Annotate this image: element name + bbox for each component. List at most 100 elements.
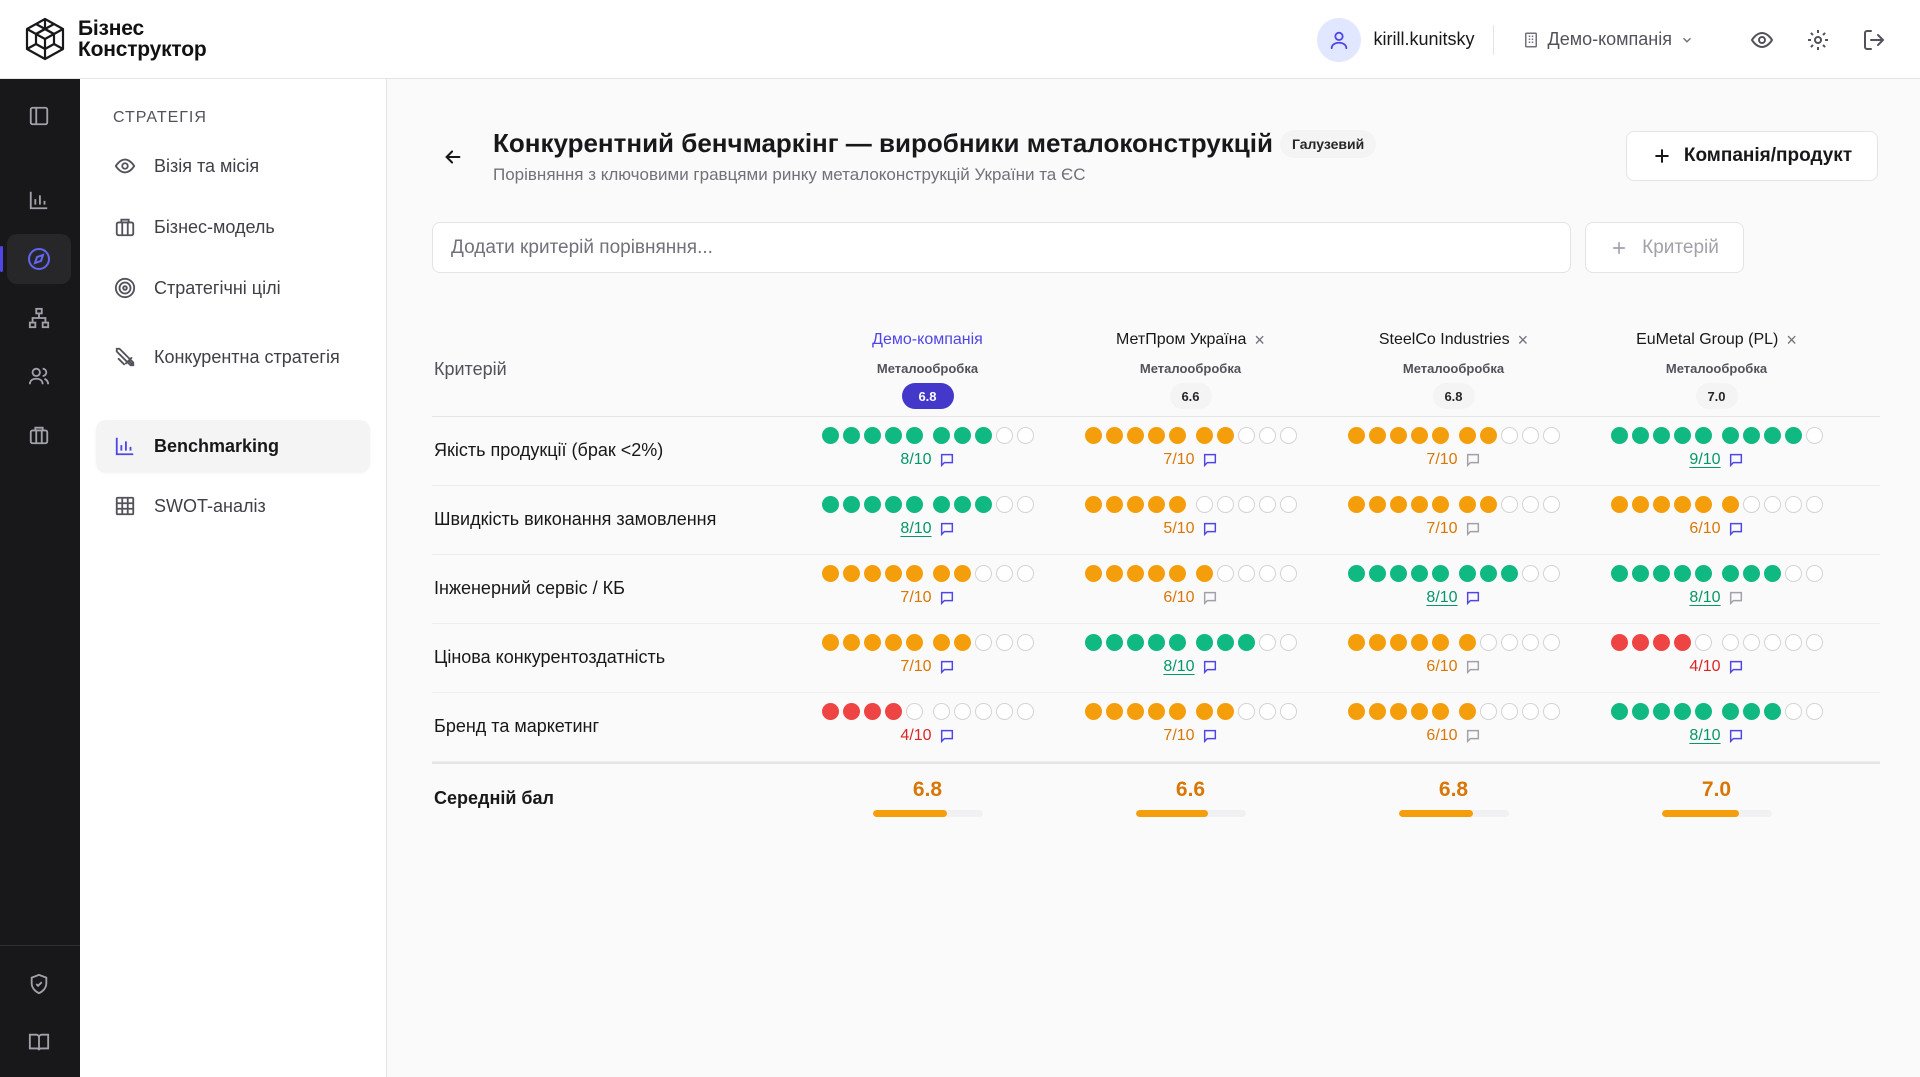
score-dot[interactable] (1458, 496, 1476, 513)
score-dot[interactable] (1694, 565, 1712, 582)
score-dot[interactable] (1389, 634, 1407, 651)
score-dot[interactable] (1763, 565, 1781, 582)
score-dots[interactable] (1585, 427, 1848, 444)
comment-icon[interactable] (939, 728, 955, 744)
score-dot[interactable] (1652, 496, 1670, 513)
score-dot[interactable] (884, 565, 902, 582)
score-dot[interactable] (905, 496, 923, 513)
score-dot[interactable] (1521, 703, 1539, 720)
score-dot[interactable] (1652, 427, 1670, 444)
score-dot[interactable] (1258, 634, 1276, 651)
score-dot[interactable] (1500, 634, 1518, 651)
score-dot[interactable] (1805, 703, 1823, 720)
score-dot[interactable] (1168, 427, 1186, 444)
score-dot[interactable] (1805, 565, 1823, 582)
score-dot[interactable] (863, 427, 881, 444)
score-dot[interactable] (821, 565, 839, 582)
remove-company-icon[interactable]: × (1517, 330, 1529, 350)
remove-company-icon[interactable]: × (1786, 330, 1797, 350)
score-dots[interactable] (796, 496, 1059, 513)
score-dot[interactable] (1610, 427, 1628, 444)
score-dot[interactable] (1410, 427, 1428, 444)
score-dot[interactable] (1763, 634, 1781, 651)
company-name[interactable]: Демо-компанія (796, 331, 1059, 349)
score-dot[interactable] (1742, 703, 1760, 720)
comment-icon[interactable] (1202, 659, 1218, 675)
score-dot[interactable] (1763, 427, 1781, 444)
score-dot[interactable] (905, 427, 923, 444)
score-dots[interactable] (1059, 565, 1322, 582)
score-dot[interactable] (1521, 496, 1539, 513)
score-dot[interactable] (1105, 634, 1123, 651)
score-dot[interactable] (1195, 703, 1213, 720)
score-dot[interactable] (1410, 565, 1428, 582)
rail-strategy[interactable] (7, 234, 71, 284)
score-dot[interactable] (1431, 427, 1449, 444)
score-dot[interactable] (1652, 634, 1670, 651)
score-dot[interactable] (953, 565, 971, 582)
score-dot[interactable] (1105, 496, 1123, 513)
score-dot[interactable] (1389, 427, 1407, 444)
score-dot[interactable] (1542, 634, 1560, 651)
score-dot[interactable] (1195, 634, 1213, 651)
sidebar-item-swot[interactable]: SWOT-аналіз (96, 481, 370, 531)
score-dot[interactable] (1195, 496, 1213, 513)
company-select[interactable]: Демо-компанія (1522, 29, 1695, 50)
score-dot[interactable] (953, 703, 971, 720)
score-dot[interactable] (1631, 427, 1649, 444)
score-dot[interactable] (1084, 565, 1102, 582)
score-dot[interactable] (1279, 703, 1297, 720)
comment-icon[interactable] (939, 521, 955, 537)
score-dot[interactable] (1631, 703, 1649, 720)
score-dot[interactable] (1610, 565, 1628, 582)
back-button[interactable] (439, 143, 467, 171)
score-dot[interactable] (842, 703, 860, 720)
score-dot[interactable] (1784, 703, 1802, 720)
comment-icon[interactable] (1202, 590, 1218, 606)
sidebar-item-vision[interactable]: Візія та місія (96, 141, 370, 191)
company-name[interactable]: EuMetal Group (PL) × (1585, 331, 1848, 349)
score-dot[interactable] (932, 634, 950, 651)
score-dot[interactable] (1258, 565, 1276, 582)
score-dot[interactable] (1105, 427, 1123, 444)
score-dot[interactable] (1237, 496, 1255, 513)
score-dot[interactable] (953, 496, 971, 513)
comment-icon[interactable] (939, 590, 955, 606)
score-dot[interactable] (1279, 634, 1297, 651)
score-dot[interactable] (1126, 703, 1144, 720)
rail-analytics[interactable] (7, 175, 71, 225)
score-dot[interactable] (1168, 565, 1186, 582)
add-criterion-button[interactable]: Критерій (1585, 222, 1744, 273)
score-dot[interactable] (1410, 634, 1428, 651)
score-dot[interactable] (1521, 427, 1539, 444)
score-dots[interactable] (1059, 703, 1322, 720)
score-dot[interactable] (863, 565, 881, 582)
comment-icon[interactable] (1202, 521, 1218, 537)
avatar[interactable] (1317, 17, 1362, 62)
comment-icon[interactable] (1728, 452, 1744, 468)
score-dot[interactable] (995, 565, 1013, 582)
score-dot[interactable] (1258, 427, 1276, 444)
score-dot[interactable] (1237, 703, 1255, 720)
score-dot[interactable] (1168, 496, 1186, 513)
score-dot[interactable] (1016, 634, 1034, 651)
score-dot[interactable] (1258, 496, 1276, 513)
score-dot[interactable] (1542, 565, 1560, 582)
score-dot[interactable] (1016, 703, 1034, 720)
score-dots[interactable] (1322, 634, 1585, 651)
score-dot[interactable] (1216, 496, 1234, 513)
score-dot[interactable] (932, 427, 950, 444)
score-dot[interactable] (1694, 634, 1712, 651)
score-dot[interactable] (1126, 565, 1144, 582)
score-dot[interactable] (863, 703, 881, 720)
score-dots[interactable] (1322, 496, 1585, 513)
score-dot[interactable] (1347, 565, 1365, 582)
score-dot[interactable] (1479, 565, 1497, 582)
score-dot[interactable] (1610, 634, 1628, 651)
score-dot[interactable] (863, 496, 881, 513)
rail-structure[interactable] (7, 293, 71, 343)
score-dot[interactable] (1784, 634, 1802, 651)
score-dot[interactable] (1742, 427, 1760, 444)
score-dot[interactable] (1721, 496, 1739, 513)
score-dot[interactable] (1216, 427, 1234, 444)
